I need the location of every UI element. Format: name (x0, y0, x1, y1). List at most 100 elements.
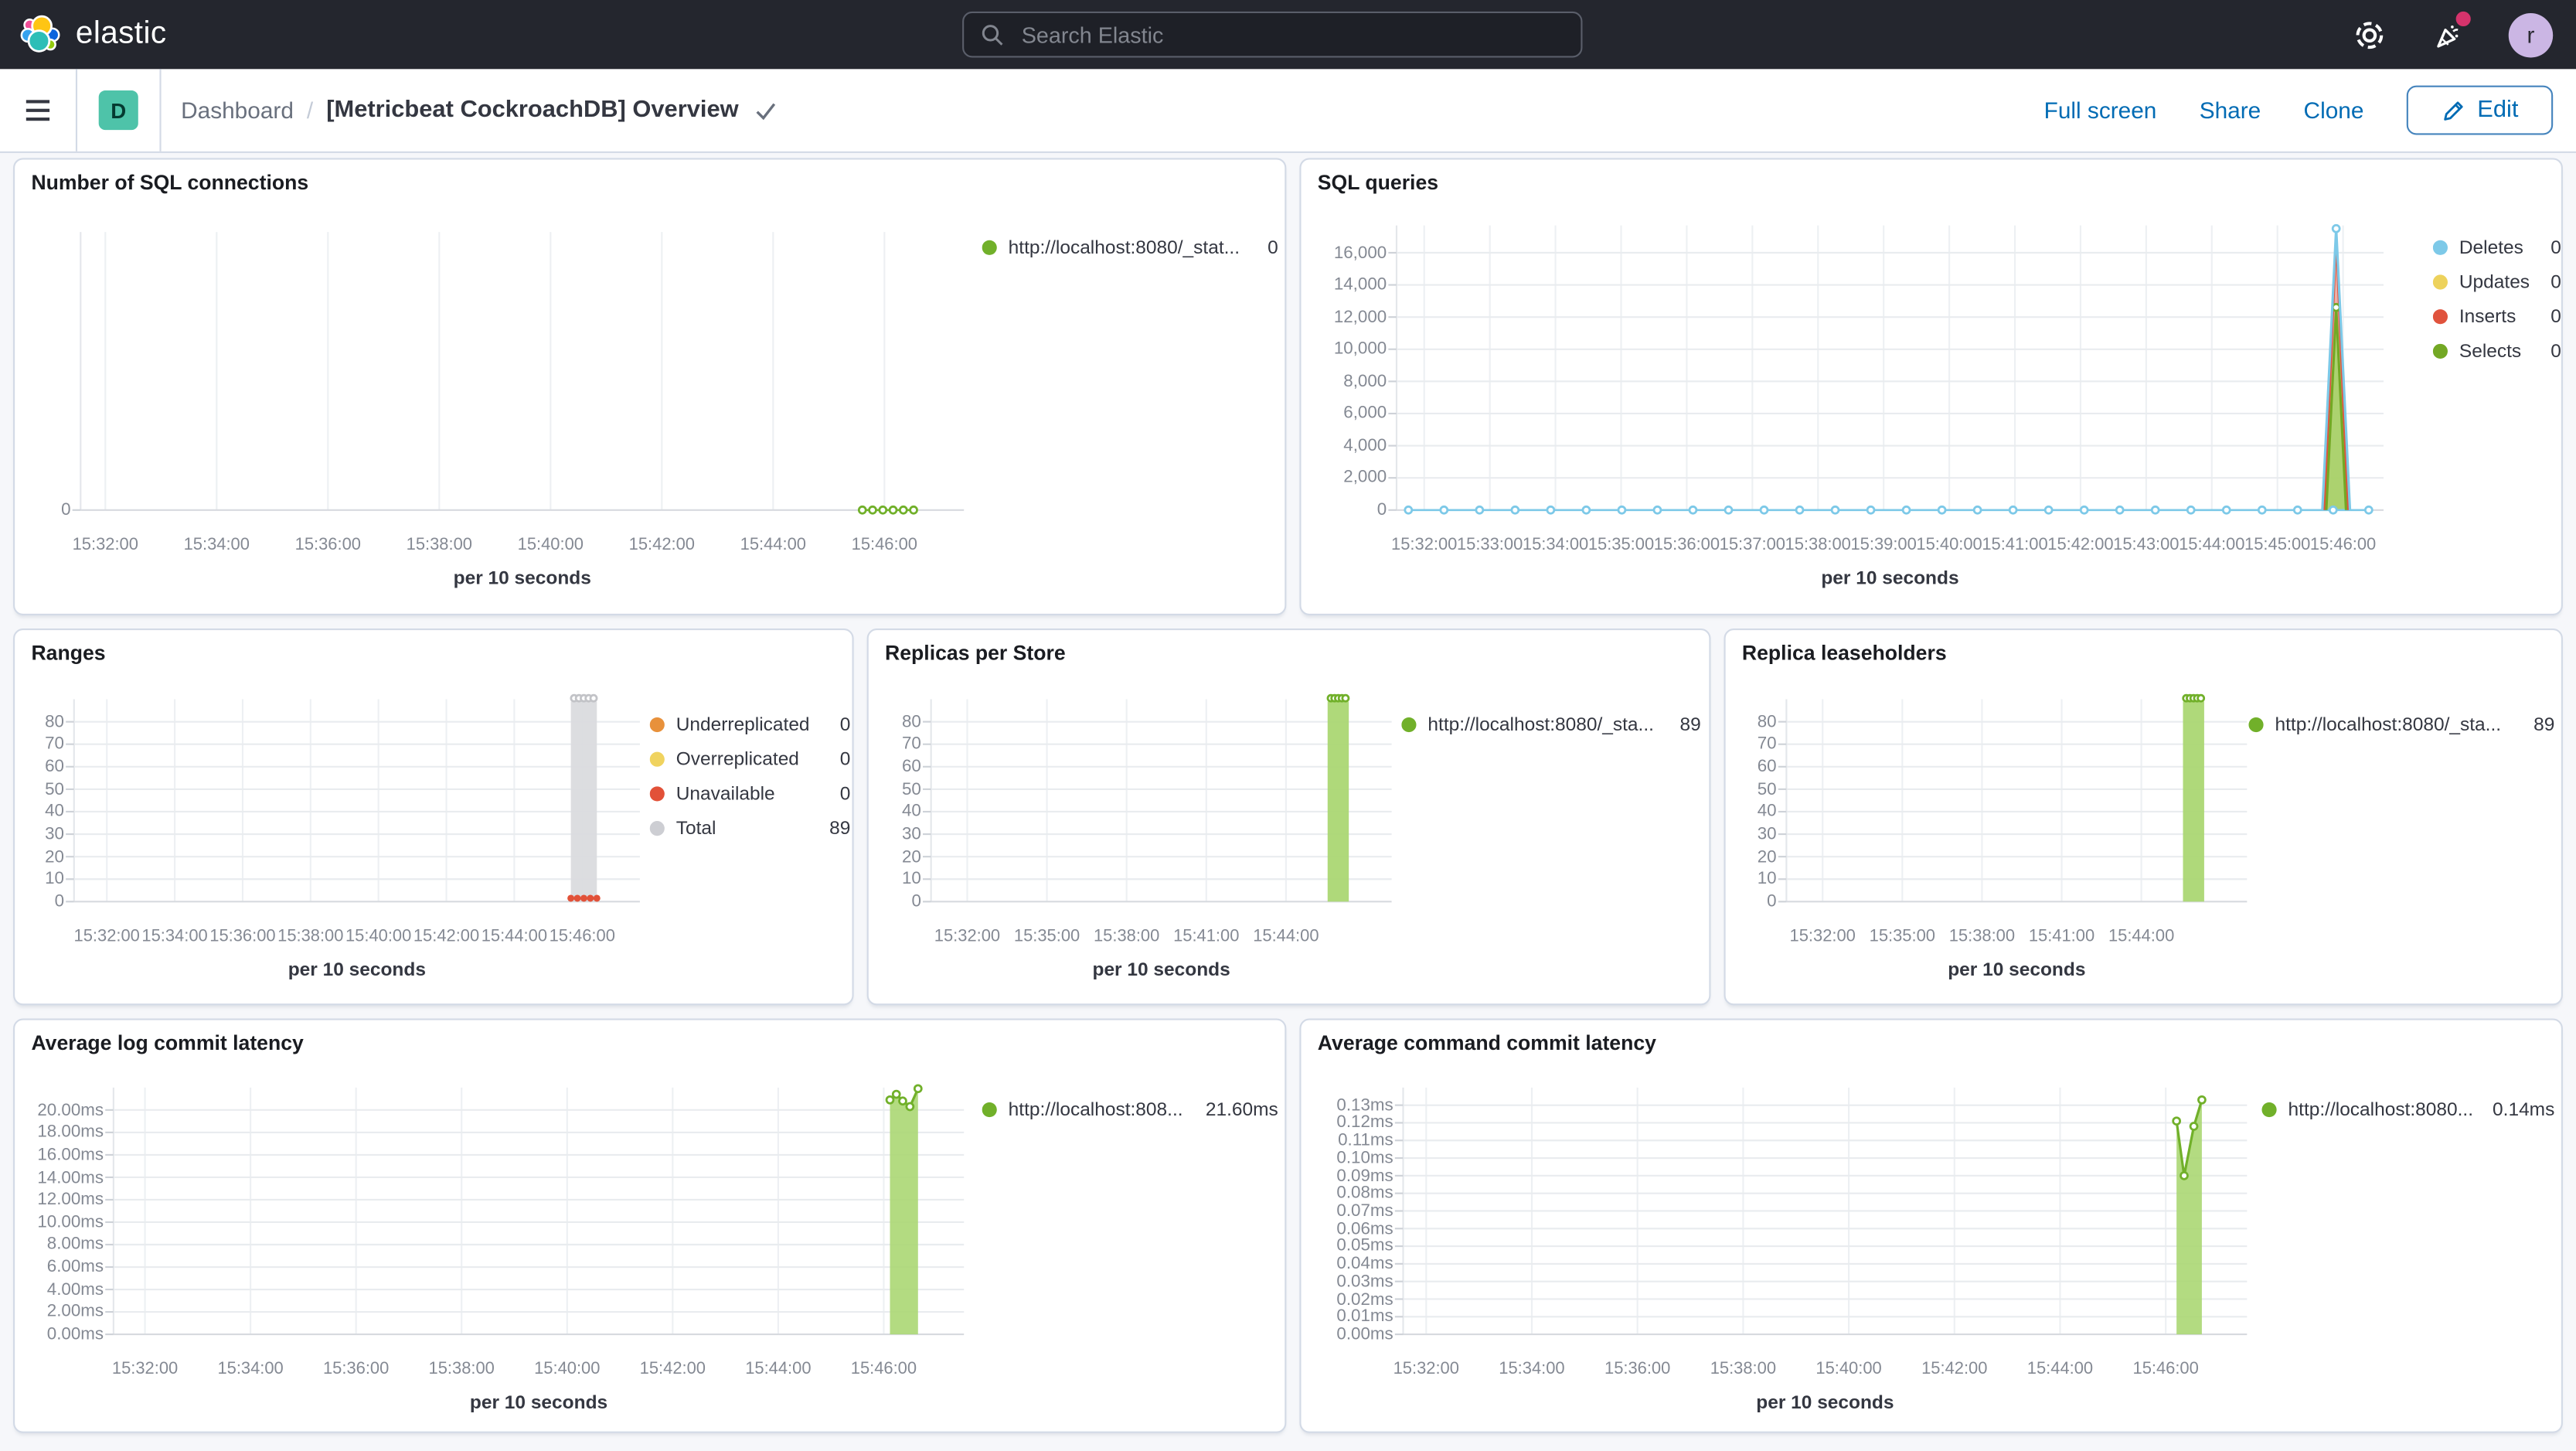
chart-average-log-commit-latency[interactable]: 20.00ms 18.00ms 16.00ms 14.00ms 12.00ms 10.00… (15, 1020, 1285, 1432)
legend-item[interactable]: Unavailable 0 (649, 777, 850, 812)
legend-item[interactable]: http://localhost:808... 21.60ms (982, 1092, 1278, 1127)
x-axis-tick: 15:34:00 (141, 928, 208, 946)
x-axis-tick: 15:38:00 (428, 1361, 495, 1379)
chart-replicas-per-store[interactable]: 80 70 60 50 40 30 20 10 0 15:32:00 15:35:00 15:38:0… (869, 630, 1710, 1003)
clone-button[interactable]: Clone (2303, 97, 2364, 124)
legend-label: Overreplicated (675, 749, 799, 770)
chart-average-command-commit-latency[interactable]: 0.13ms 0.12ms 0.11ms 0.10ms 0.09ms 0.08ms 0.07… (1302, 1020, 2561, 1432)
x-axis-tick: 15:38:00 (406, 536, 472, 555)
x-axis-tick: 15:35:00 (1869, 928, 1935, 946)
breadcrumb: Dashboard / [Metricbeat CockroachDB] Ove… (162, 97, 780, 124)
x-axis-tick: 15:40:00 (1916, 536, 1982, 555)
x-axis-label: per 10 seconds (1756, 1393, 1894, 1414)
y-axis-tick: 0.03ms (1336, 1271, 1393, 1292)
y-axis-tick: 0.05ms (1336, 1236, 1393, 1256)
breadcrumb-separator: / (306, 97, 314, 124)
legend-label: Deletes (2459, 237, 2523, 258)
chart-sql-queries[interactable]: 16,000 14,000 12,000 10,000 8,000 6,000 4,000 2… (1302, 159, 2561, 613)
legend-item[interactable]: Overreplicated 0 (649, 742, 850, 777)
x-axis-label: per 10 seconds (469, 1393, 608, 1414)
plot-area[interactable] (15, 159, 1285, 613)
help-icon[interactable] (2350, 16, 2387, 53)
plot-area[interactable] (1726, 630, 2561, 1003)
plot-area[interactable] (15, 1020, 1285, 1432)
y-axis-tick: 8,000 (1343, 371, 1387, 392)
legend-item[interactable]: Underreplicated 0 (649, 707, 850, 742)
legend-item[interactable]: http://localhost:8080/_sta... 89 (1401, 707, 1701, 742)
elastic-logo[interactable]: elastic (0, 13, 167, 56)
legend-swatch (649, 786, 665, 802)
y-axis-tick: 18.00ms (37, 1122, 104, 1143)
y-axis-tick: 70 (1757, 734, 1777, 754)
legend-item[interactable]: Inserts 0 (2432, 299, 2561, 334)
chart-replica-leaseholders[interactable]: 80 70 60 50 40 30 20 10 0 15:32:00 15:35:00 15:38:0… (1726, 630, 2561, 1003)
y-axis-tick: 4,000 (1343, 435, 1387, 456)
x-axis-tick: 15:34:00 (183, 536, 250, 555)
legend-item[interactable]: http://localhost:8080... 0.14ms (2261, 1092, 2554, 1127)
legend-swatch (2432, 240, 2448, 255)
x-axis-tick: 15:34:00 (1499, 1361, 1565, 1379)
legend-item[interactable]: http://localhost:8080/_sta... 89 (2248, 707, 2554, 742)
y-axis-tick: 10 (902, 869, 921, 890)
x-axis-tick: 15:38:00 (277, 928, 344, 946)
panel-title[interactable]: Average log commit latency (31, 1031, 304, 1055)
page-title[interactable]: [Metricbeat CockroachDB] Overview (326, 97, 739, 124)
user-avatar[interactable]: r (2508, 12, 2554, 57)
panel-title[interactable]: Average command commit latency (1317, 1031, 1656, 1055)
panel-title[interactable]: SQL queries (1317, 171, 1439, 195)
x-axis-tick: 15:38:00 (1093, 928, 1160, 946)
panel-title[interactable]: Replica leaseholders (1741, 642, 1947, 665)
legend-label: http://localhost:8080/_sta... (2275, 714, 2502, 735)
dashboard-badge[interactable]: D (98, 90, 138, 131)
plot-area[interactable] (1302, 159, 2561, 613)
legend-item[interactable]: Selects 0 (2432, 334, 2561, 369)
x-axis-tick: 15:45:00 (2244, 536, 2311, 555)
panel-title[interactable]: Number of SQL connections (31, 171, 309, 195)
x-axis-tick: 15:36:00 (322, 1361, 390, 1379)
x-axis-tick: 15:46:00 (2309, 536, 2377, 555)
legend-value: 21.60ms (1205, 1099, 1278, 1120)
legend-item[interactable]: http://localhost:8080/_stat... 0 (982, 230, 1278, 265)
chart-ranges[interactable]: 80 70 60 50 40 30 20 10 0 15:32:00 15:34:00 15:36:0… (15, 630, 852, 1003)
legend-swatch (2432, 343, 2448, 359)
chart-number-of-sql-connections[interactable]: 0 15:32:00 15:34:00 15:36:00 15:38:00 15:40:0… (15, 159, 1285, 613)
y-axis-tick: 60 (45, 757, 65, 777)
x-axis-tick: 15:41:00 (1173, 928, 1240, 946)
share-button[interactable]: Share (2199, 97, 2261, 124)
full-screen-button[interactable]: Full screen (2043, 97, 2157, 124)
search-input[interactable] (1018, 20, 1565, 49)
edit-button[interactable]: Edit (2406, 85, 2554, 135)
x-axis-tick: 15:46:00 (2132, 1361, 2199, 1379)
legend-item[interactable]: Deletes 0 (2432, 230, 2561, 265)
y-axis-tick: 0.13ms (1336, 1095, 1393, 1115)
newsfeed-icon[interactable] (2430, 11, 2471, 53)
panel-title[interactable]: Replicas per Store (885, 642, 1066, 665)
plot-area[interactable] (1302, 1020, 2561, 1432)
chart-legend: Deletes 0 Updates 0 Inserts 0 Selects 0 (2432, 230, 2561, 369)
legend-item[interactable]: Total 89 (649, 811, 850, 846)
legend-swatch (982, 1102, 997, 1118)
y-axis-tick: 0 (1376, 500, 1387, 520)
legend-value: 0 (2550, 306, 2561, 327)
y-axis-tick: 14,000 (1333, 274, 1387, 295)
x-axis-tick: 15:46:00 (851, 536, 917, 555)
panel-title[interactable]: Ranges (31, 642, 106, 665)
toolbar-actions: Full screen Share Clone Edit (2043, 85, 2576, 135)
menu-icon[interactable] (0, 69, 76, 151)
plot-area[interactable] (15, 630, 852, 1003)
y-axis-tick: 2,000 (1343, 468, 1387, 488)
breadcrumb-dashboard[interactable]: Dashboard (181, 97, 294, 124)
x-axis-tick: 15:37:00 (1719, 536, 1785, 555)
y-axis-tick: 4.00ms (46, 1279, 104, 1299)
y-axis-tick: 8.00ms (46, 1235, 104, 1255)
legend-item[interactable]: Updates 0 (2432, 265, 2561, 300)
global-search[interactable] (962, 11, 1583, 58)
x-axis-tick: 15:36:00 (294, 536, 361, 555)
chart-legend: http://localhost:8080... 0.14ms (2261, 1092, 2554, 1127)
x-axis-tick: 15:42:00 (1921, 1361, 1988, 1379)
x-axis-label: per 10 seconds (453, 569, 591, 589)
plot-area[interactable] (869, 630, 1710, 1003)
y-axis-tick: 10 (1757, 869, 1777, 890)
x-axis-tick: 15:32:00 (934, 928, 1001, 946)
y-axis-tick: 2.00ms (46, 1302, 104, 1322)
